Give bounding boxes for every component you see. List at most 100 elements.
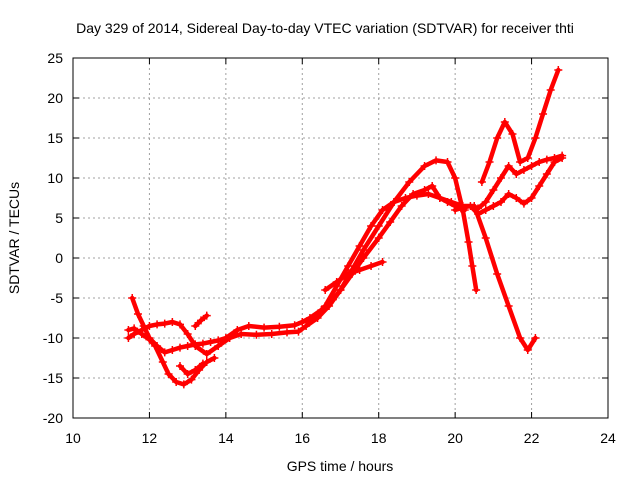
grid-lines (73, 58, 608, 418)
data-point (542, 155, 551, 164)
data-point (367, 262, 376, 270)
data-point (183, 370, 192, 378)
data-point (225, 334, 234, 342)
data-point (451, 174, 460, 182)
data-point (468, 262, 477, 270)
plot-frame (72, 57, 609, 419)
series-track-7 (451, 154, 567, 218)
x-tick-label: 20 (447, 430, 463, 446)
data-point (191, 366, 200, 374)
data-point (401, 194, 410, 202)
data-point (472, 286, 481, 294)
data-point (183, 330, 192, 338)
data-point (283, 328, 291, 337)
data-point (244, 322, 253, 330)
data-point (183, 342, 192, 350)
data-point (535, 158, 544, 166)
series-line (300, 191, 538, 353)
data-point (128, 294, 137, 302)
data-point (390, 198, 398, 206)
data-point (321, 302, 330, 310)
data-point (176, 362, 184, 370)
data-point (145, 335, 154, 344)
data-point (176, 320, 184, 329)
data-point (443, 158, 452, 166)
data-point (237, 330, 246, 338)
data-point (168, 346, 177, 354)
y-tick-label: 25 (47, 50, 63, 66)
data-point (359, 246, 368, 254)
x-axis-label: GPS time / hours (287, 458, 394, 474)
y-tick-label: -15 (43, 370, 63, 386)
data-point (428, 182, 437, 190)
series-line (177, 361, 206, 377)
data-point (466, 202, 475, 210)
data-point (290, 321, 299, 330)
data-point (336, 286, 345, 294)
series-track-5 (477, 66, 563, 186)
data-point (130, 324, 139, 333)
x-tick-label: 22 (524, 430, 540, 446)
data-point (554, 66, 563, 74)
data-point (504, 190, 513, 198)
data-point (153, 320, 162, 329)
chart-title: Day 329 of 2014, Sidereal Day-to-day VTE… (76, 20, 574, 36)
data-point (164, 370, 173, 378)
data-point (294, 327, 303, 336)
data-point (374, 234, 383, 242)
x-tick-label: 16 (294, 430, 310, 446)
data-point (481, 206, 490, 214)
data-point (309, 314, 318, 322)
data-point (197, 316, 206, 325)
data-point (519, 199, 528, 208)
data-point (485, 158, 494, 166)
data-point (489, 186, 498, 194)
series-track-9 (191, 311, 211, 330)
data-point (477, 178, 486, 186)
data-series (124, 66, 567, 389)
data-point (367, 222, 376, 230)
data-point (527, 162, 536, 170)
series-track-3 (124, 324, 219, 389)
data-point (378, 206, 387, 214)
data-point (464, 238, 473, 246)
data-point (458, 203, 467, 212)
axis-ticks (72, 57, 609, 419)
data-point (420, 162, 429, 170)
data-point (504, 162, 513, 170)
data-point (210, 354, 219, 362)
data-point (542, 170, 551, 178)
x-tick-label: 10 (65, 430, 81, 446)
data-point (160, 348, 169, 357)
data-point (497, 198, 505, 206)
series-track-10 (176, 359, 207, 378)
data-point (516, 158, 525, 166)
data-point (512, 170, 521, 178)
data-point (332, 278, 341, 286)
data-point (493, 134, 502, 142)
data-point (355, 242, 364, 250)
data-point (233, 326, 242, 334)
x-tick-label: 14 (218, 430, 234, 446)
data-point (158, 358, 167, 366)
data-point (424, 190, 433, 198)
data-point (198, 359, 207, 368)
data-point (298, 318, 307, 326)
data-point (558, 154, 567, 162)
data-point (176, 343, 184, 352)
data-point (508, 130, 517, 138)
data-point (481, 234, 490, 242)
data-point (374, 222, 383, 230)
data-point (160, 319, 169, 328)
data-point (405, 178, 414, 186)
data-point (504, 302, 513, 310)
y-tick-label: -10 (43, 330, 63, 346)
data-point (191, 322, 200, 330)
data-point (435, 194, 444, 202)
data-point (523, 346, 532, 354)
data-point (493, 270, 502, 278)
y-tick-label: -5 (51, 290, 64, 306)
data-point (124, 334, 133, 342)
y-tick-label: -20 (43, 410, 63, 426)
data-point (519, 166, 528, 174)
